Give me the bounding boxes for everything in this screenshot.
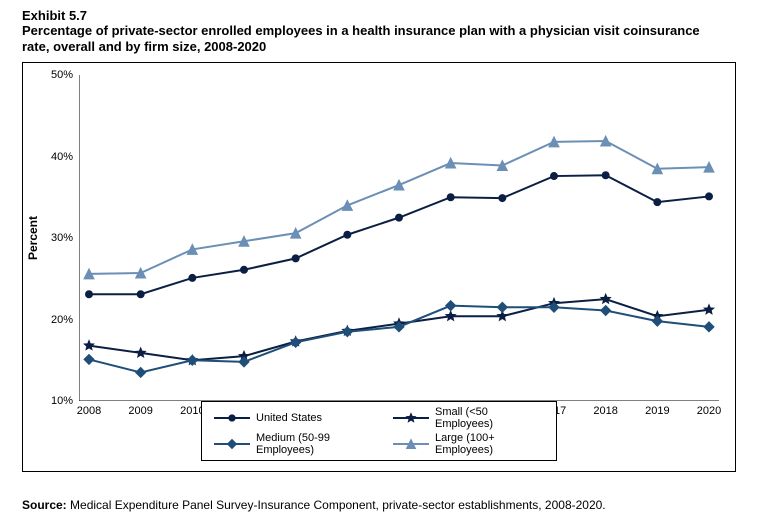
legend-label: United States (256, 412, 322, 424)
x-tick-label: 2020 (697, 405, 721, 417)
legend-label: Medium (50-99 Employees) (256, 432, 365, 456)
legend: United States Small (<50 Employees) Medium… (201, 401, 557, 461)
legend-label: Small (<50 Employees) (435, 406, 544, 430)
legend-item: Small (<50 Employees) (393, 406, 544, 430)
source-label: Source: (22, 498, 67, 512)
y-tick-label: 20% (51, 314, 73, 326)
exhibit-number: Exhibit 5.7 (22, 8, 722, 23)
figure-container: Exhibit 5.7 Percentage of private-sector… (0, 0, 758, 518)
x-tick-label: 2009 (128, 405, 152, 417)
chart-frame: Percent 10%20%30%40%50%20082009201020112… (22, 62, 736, 472)
source-text: Medical Expenditure Panel Survey-Insuran… (67, 498, 606, 512)
x-tick-label: 2019 (645, 405, 669, 417)
legend-item: Medium (50-99 Employees) (214, 432, 365, 456)
plot-area: Percent 10%20%30%40%50%20082009201020112… (79, 75, 719, 401)
y-tick-label: 30% (51, 232, 73, 244)
y-tick-label: 40% (51, 151, 73, 163)
legend-item: Large (100+ Employees) (393, 432, 544, 456)
plot-svg (79, 75, 719, 401)
y-tick-label: 50% (51, 69, 73, 81)
source-line: Source: Medical Expenditure Panel Survey… (22, 498, 606, 512)
title-block: Exhibit 5.7 Percentage of private-sector… (22, 8, 722, 56)
x-tick-label: 2008 (77, 405, 101, 417)
y-axis-label: Percent (26, 216, 40, 260)
exhibit-title: Percentage of private-sector enrolled em… (22, 23, 722, 56)
y-tick-label: 10% (51, 395, 73, 407)
x-tick-label: 2018 (593, 405, 617, 417)
legend-label: Large (100+ Employees) (435, 432, 544, 456)
legend-item: United States (214, 406, 365, 430)
